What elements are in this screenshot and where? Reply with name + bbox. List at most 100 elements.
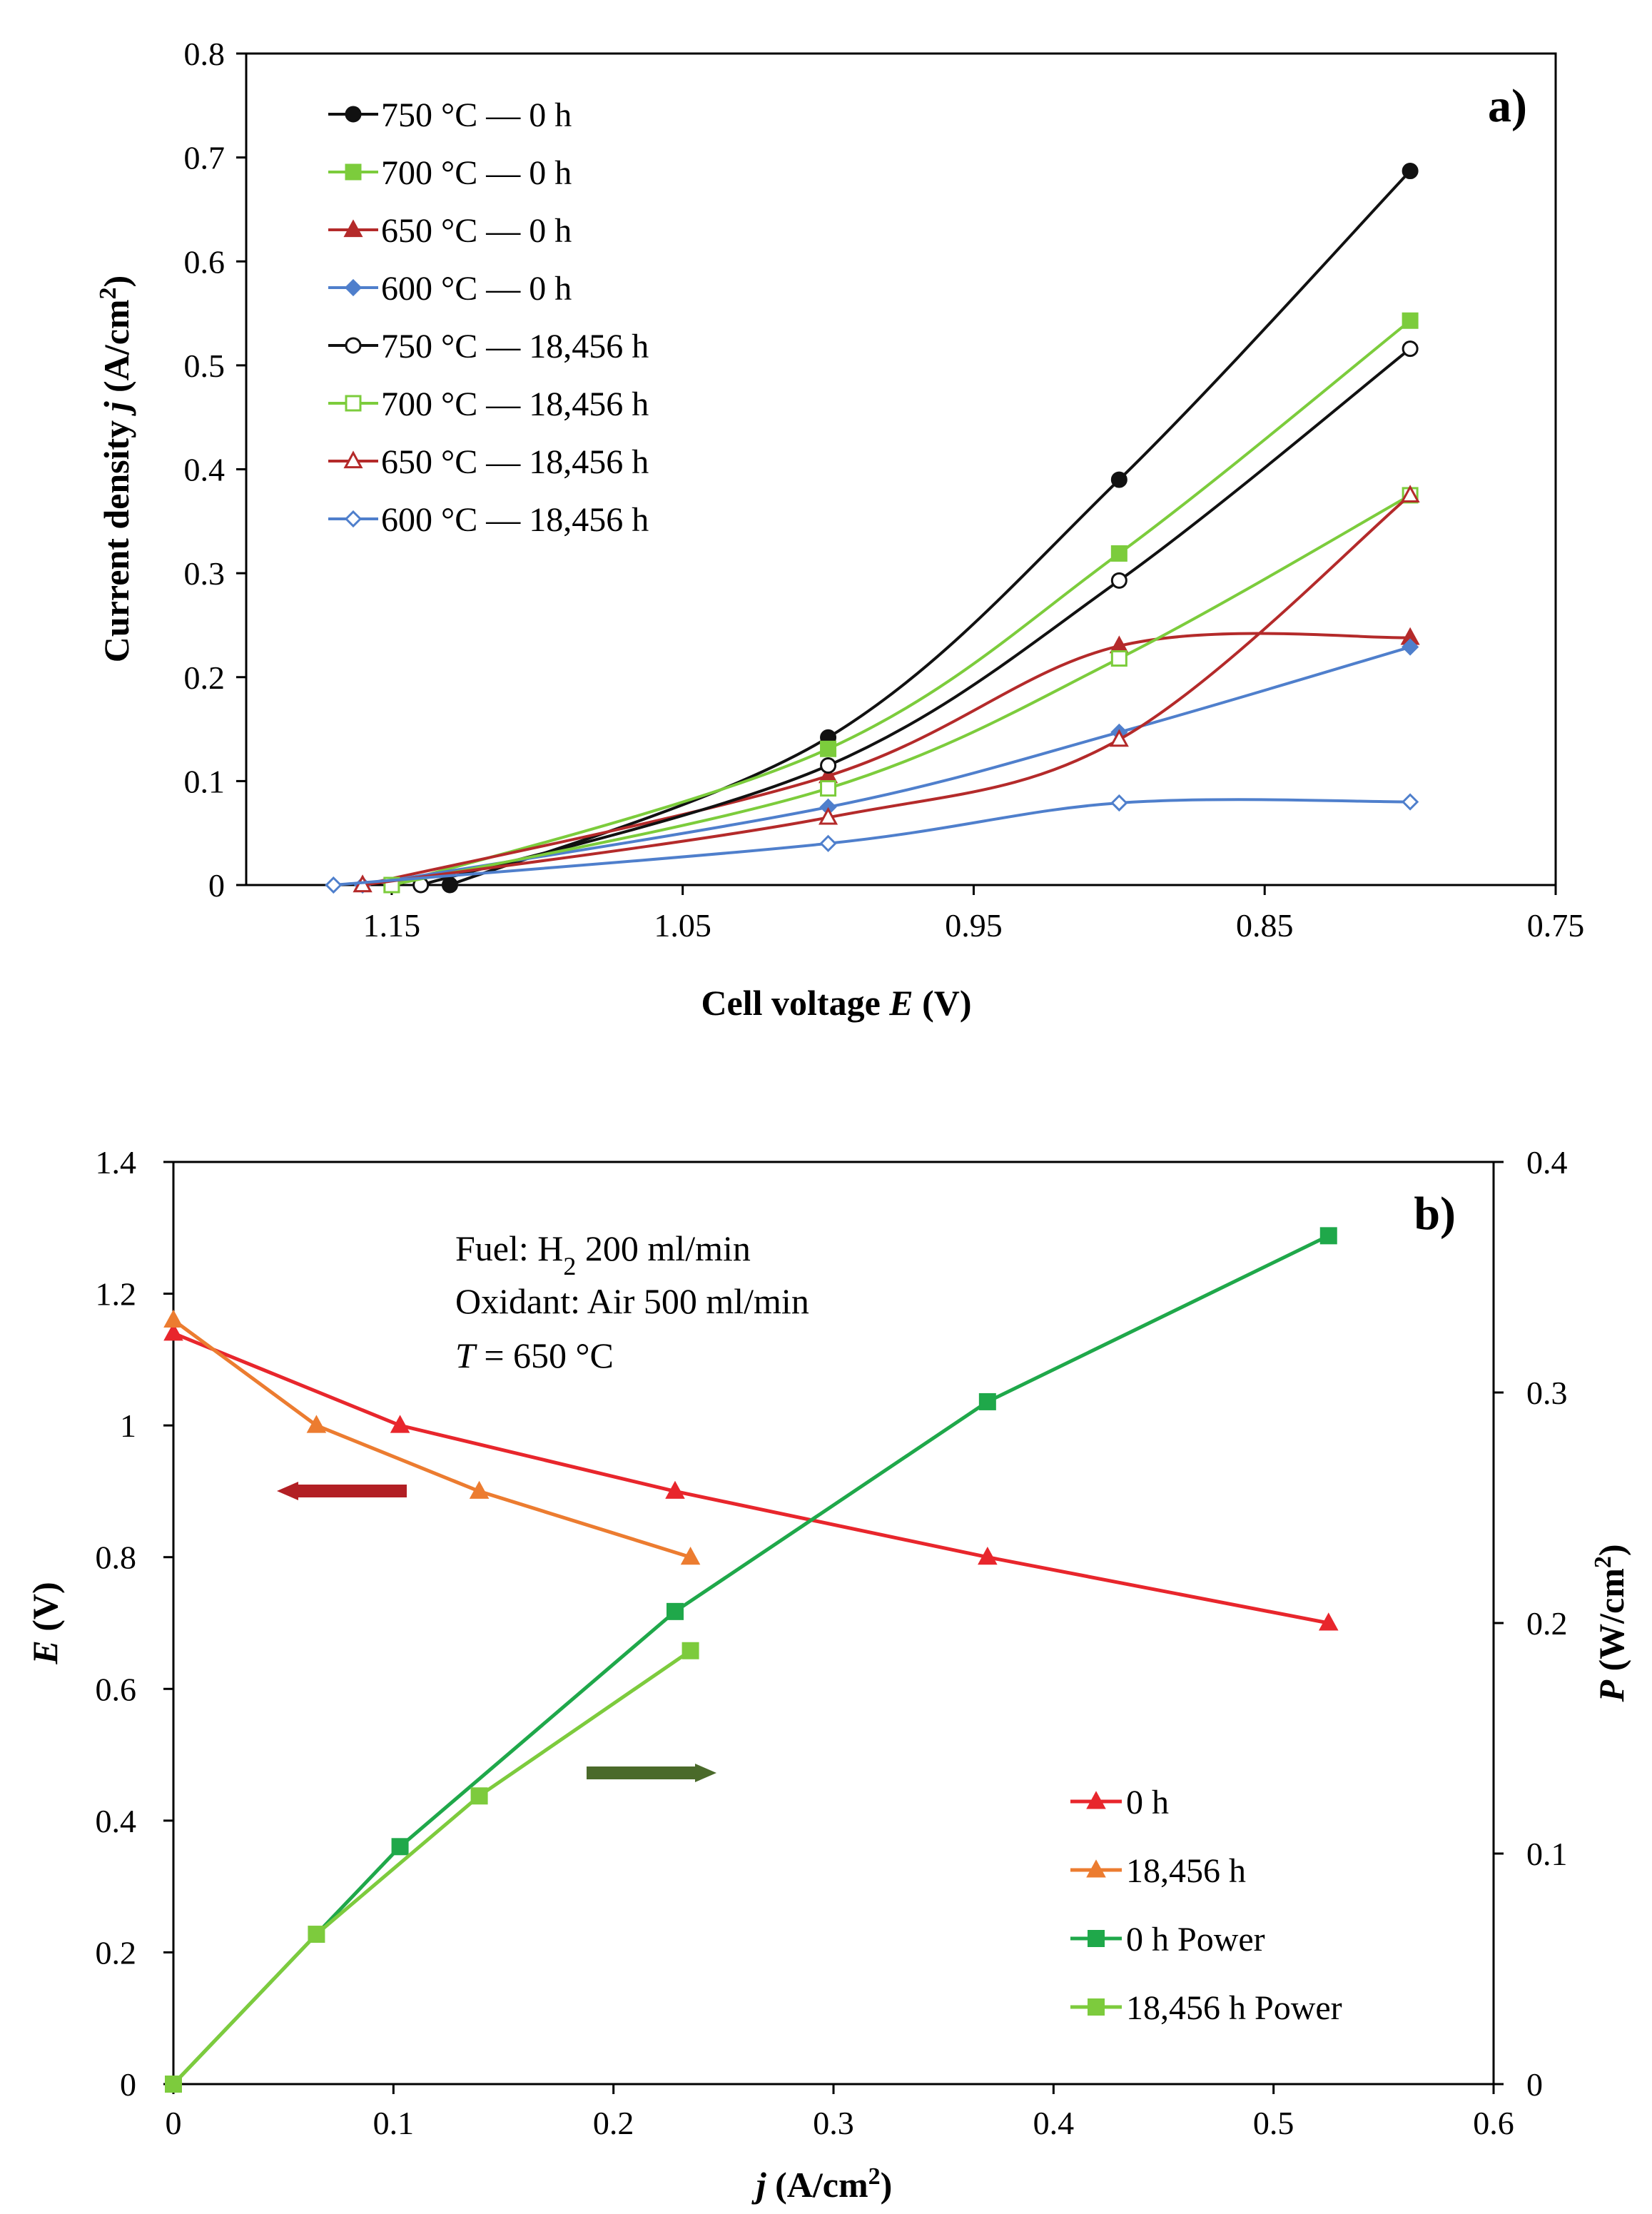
legend-label: 650 °C — 0 h [381,212,572,250]
data-point [681,1642,699,1659]
y-tick-label: 0.8 [184,36,225,72]
y-tick-label: 0.4 [96,1803,137,1839]
y2-tick-label: 0.4 [1526,1144,1568,1181]
data-point [1110,545,1127,562]
legend-label: 750 °C — 0 h [381,96,572,134]
data-point [308,1926,325,1943]
legend-label: 750 °C — 18,456 h [381,328,649,365]
legend-marker [1086,1859,1106,1878]
y-tick-label: 0.1 [184,763,225,799]
y-tick-label: 0.7 [184,140,225,176]
y-tick-label: 0.4 [184,452,225,488]
data-point [1402,312,1419,329]
legend-marker [1088,1998,1105,2016]
y2-tick-label: 0.3 [1526,1375,1568,1411]
data-point [1402,163,1419,180]
panel-b-series [163,1227,1339,2093]
panel-b-y2-axis-title: P (W/cm2) [1590,1544,1632,1702]
legend-entry-650-c-0-h: 650 °C — 0 h [328,212,572,250]
series-line [362,632,1411,886]
panel-b-ticks: 0 0.2 0.4 0.6 0.8 1 1.2 1.4 0 0.1 0.2 0.3 0.4 0 0.1 0.2… [96,1144,1568,2141]
panel-a-legend: 750 °C — 0 h 700 °C — 0 h 650 °C — 0 h 600 … [328,96,649,539]
series-line [173,1331,1329,1625]
series-0-h [163,1323,1339,1631]
legend-marker [1088,1930,1105,1947]
y-tick-label: 1 [120,1407,136,1444]
fuel-annotation: Fuel: H2 200 ml/min [455,1228,751,1280]
series-line [420,348,1412,886]
legend-entry-650-c-18-456-h: 650 °C — 18,456 h [328,443,649,481]
series-600-c-18-456-h [325,793,1419,894]
series-line [449,170,1412,886]
legend-label: 700 °C — 18,456 h [381,385,649,423]
x-tick-label: 0.1 [373,2105,415,2141]
data-point [820,740,837,757]
series-line [172,1318,691,1560]
data-point [1318,1612,1339,1631]
operating-conditions-annotation: Fuel: H2 200 ml/min Oxidant: Air 500 ml/… [455,1228,809,1375]
y-tick-label: 0.2 [96,1934,137,1971]
x-tick-label: 0 [166,2105,182,2141]
panel-a-y-axis-title: Current density j (A/cm2) [95,276,137,662]
data-point [390,1415,410,1433]
legend-label: 600 °C — 18,456 h [381,501,649,539]
series-600-c-0-h [353,638,1419,894]
data-point [325,876,343,894]
series-line [362,494,1412,886]
y-tick-label: 0.5 [184,348,225,384]
data-point [1110,471,1127,488]
temperature-annotation: T = 650 °C [455,1335,614,1375]
legend-marker [345,395,362,412]
legend-marker [344,278,363,297]
legend-marker [343,219,363,238]
data-point [1110,572,1127,589]
series-650-c-18-456-h [353,485,1420,893]
y-tick-label: 0.8 [96,1540,137,1576]
data-point [1110,794,1128,812]
legend-entry-700-c-0-h: 700 °C — 0 h [328,154,572,192]
data-point [819,807,838,825]
panel-a-x-axis-title: Cell voltage E (V) [701,983,971,1023]
legend-label: 0 h Power [1126,1921,1265,1958]
y2-tick-label: 0.1 [1526,1836,1568,1872]
panel-b-polarization-power-chart: 0 0.2 0.4 0.6 0.8 1 1.2 1.4 0 0.1 0.2 0.3 0.4 0 0.1 0.2… [25,1144,1631,2205]
panel-a-ticks: 0 0.1 0.2 0.3 0.4 0.5 0.6 0.7 0.8 1.15 1.05 0.95 0.8… [184,36,1585,944]
series-line [172,1649,691,2086]
y-tick-label: 0 [120,2066,136,2103]
legend-entry-700-c-18-456-h: 700 °C — 18,456 h [328,385,649,423]
legend-entry-0-h-power: 0 h Power [1070,1921,1265,1958]
panel-b-plot-frame [172,1161,1495,2086]
data-point [1319,1227,1337,1245]
data-point [469,1480,490,1499]
x-tick-label: 0.5 [1253,2105,1294,2141]
y-tick-label: 1.4 [96,1144,137,1181]
series-650-c-0-h [353,627,1420,893]
x-tick-label: 0.2 [593,2105,634,2141]
legend-marker [344,510,363,528]
legend-entry-600-c-0-h: 600 °C — 0 h [328,270,572,308]
panel-a-series [325,163,1420,894]
x-tick-label: 1.05 [654,907,711,944]
y-tick-label: 0.6 [184,243,225,280]
data-point [978,1546,998,1565]
data-point [820,757,837,774]
oxidant-annotation: Oxidant: Air 500 ml/min [455,1281,809,1321]
series-line [362,645,1411,886]
x-tick-label: 0.3 [813,2105,854,2141]
left-axis-arrow-icon [277,1482,407,1500]
y-tick-label: 0.6 [96,1671,137,1707]
y-tick-label: 0.3 [184,555,225,592]
data-point [1110,650,1127,667]
x-tick-label: 1.15 [363,907,421,944]
x-tick-label: 0.6 [1473,2105,1514,2141]
data-point [1400,485,1420,503]
legend-marker [1086,1791,1106,1809]
data-point [1401,638,1419,656]
data-point [391,1838,409,1856]
y2-tick-label: 0.2 [1526,1605,1568,1642]
legend-marker [345,163,362,181]
legend-label: 700 °C — 0 h [381,154,572,192]
y-tick-label: 0 [208,867,225,904]
legend-marker [345,106,362,123]
